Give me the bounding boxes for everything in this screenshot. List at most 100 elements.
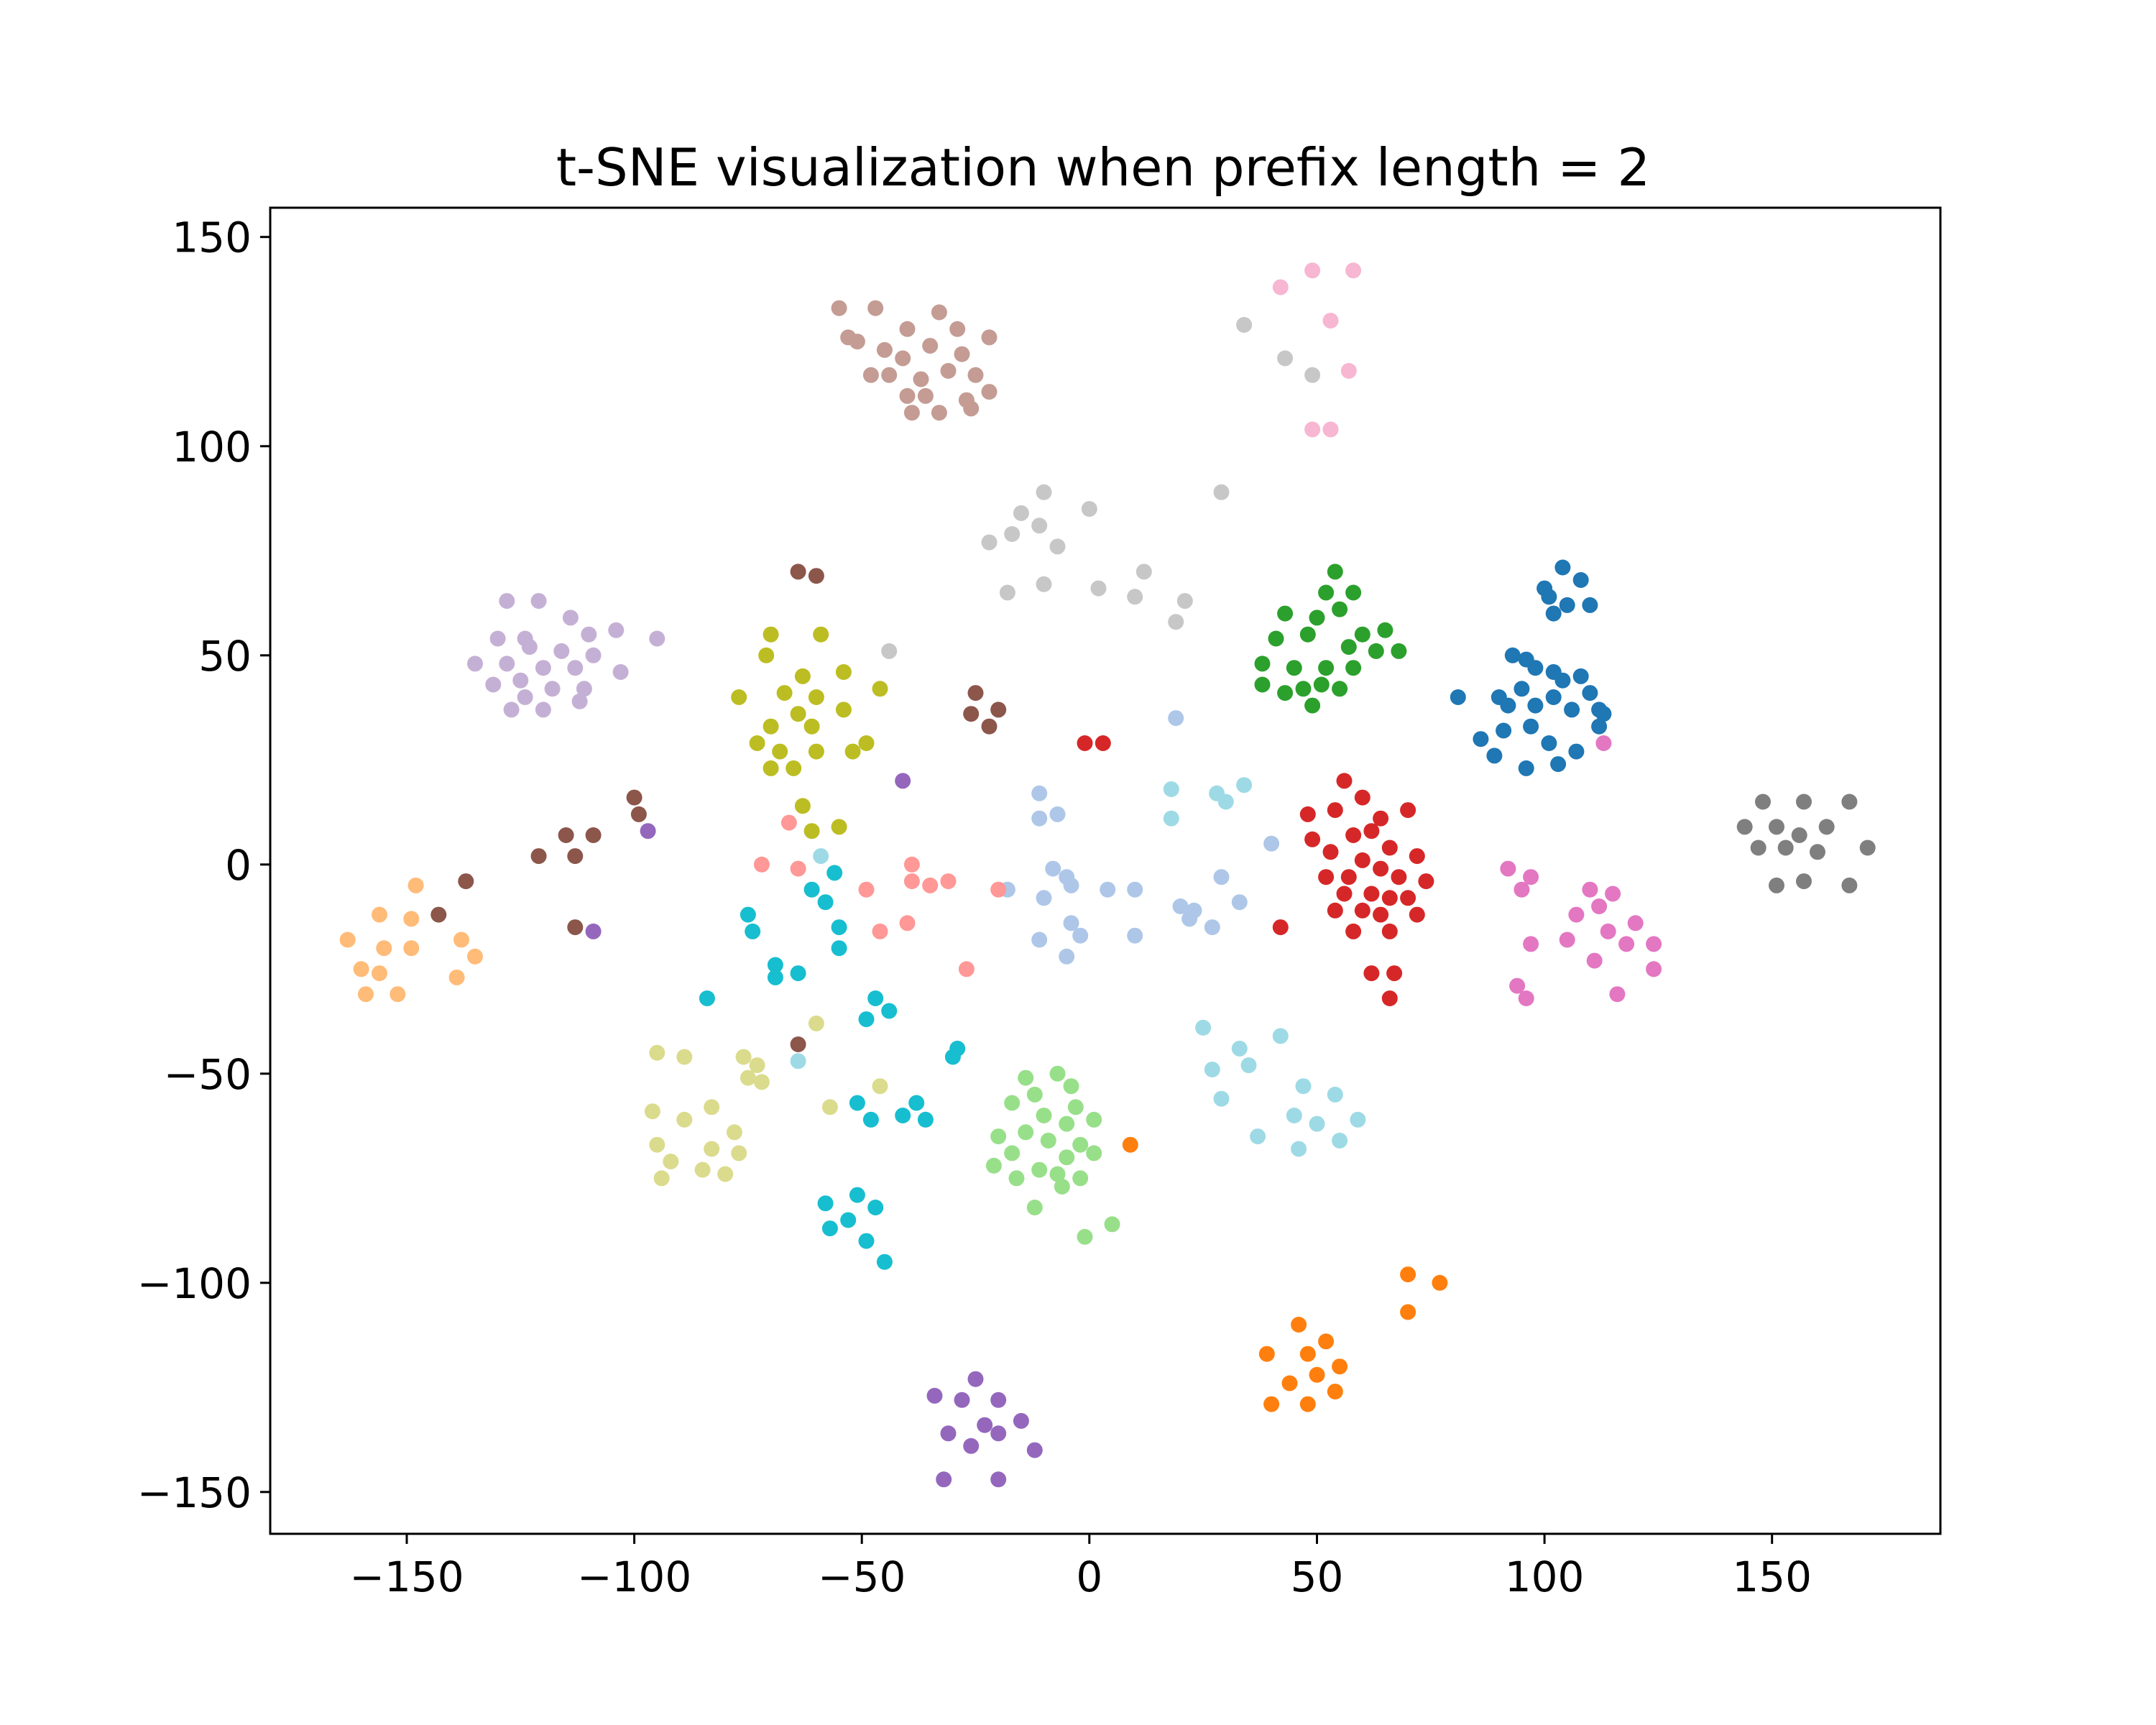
scatter-point	[1646, 936, 1662, 952]
scatter-point	[740, 906, 756, 923]
scatter-point	[1332, 601, 1348, 617]
scatter-point	[817, 1195, 834, 1212]
scatter-point	[726, 1124, 742, 1141]
scatter-point	[786, 760, 802, 776]
scatter-point	[1304, 262, 1321, 279]
scatter-point	[1049, 1166, 1066, 1182]
scatter-point	[790, 706, 806, 722]
scatter-point	[1026, 1086, 1043, 1103]
scatter-point	[1127, 589, 1143, 605]
scatter-point	[1859, 840, 1876, 856]
scatter-point	[753, 856, 770, 873]
scatter-point	[731, 1145, 747, 1162]
scatter-point	[1318, 660, 1335, 676]
scatter-point	[585, 647, 602, 663]
scatter-point	[467, 656, 483, 672]
scatter-point	[808, 1015, 824, 1031]
scatter-point	[867, 990, 884, 1006]
scatter-point	[1135, 564, 1152, 580]
scatter-point	[1031, 810, 1048, 827]
scatter-point	[858, 1233, 875, 1249]
scatter-point	[990, 702, 1007, 718]
scatter-point	[649, 1044, 665, 1061]
scatter-point	[1582, 597, 1598, 613]
scatter-point	[562, 610, 579, 626]
y-tick-label: 100	[172, 423, 252, 472]
scatter-point	[1332, 1132, 1348, 1149]
scatter-point	[817, 894, 834, 911]
scatter-point	[1523, 869, 1539, 886]
scatter-point	[1368, 643, 1384, 659]
scatter-point	[571, 693, 588, 709]
scatter-point	[1327, 802, 1343, 819]
scatter-point	[1322, 844, 1339, 860]
scatter-point	[1750, 840, 1766, 856]
scatter-point	[1040, 1132, 1056, 1149]
scatter-point	[1304, 421, 1321, 438]
scatter-point	[895, 773, 911, 789]
scatter-point	[981, 384, 998, 400]
scatter-point	[862, 367, 879, 383]
scatter-point	[1309, 1116, 1325, 1132]
y-tick-label: −50	[164, 1050, 252, 1099]
scatter-point	[1277, 685, 1294, 702]
scatter-point	[553, 643, 570, 659]
scatter-point	[1345, 923, 1362, 939]
scatter-point	[1545, 689, 1562, 705]
scatter-point	[1049, 1065, 1066, 1082]
x-tick-label: 50	[1291, 1552, 1344, 1601]
scatter-point	[1304, 831, 1321, 847]
scatter-point	[1504, 647, 1521, 663]
scatter-point	[567, 660, 584, 676]
scatter-point	[936, 1471, 952, 1488]
axes-frame	[269, 206, 1942, 1535]
scatter-point	[835, 664, 852, 680]
scatter-point	[1363, 886, 1380, 902]
scatter-point	[1646, 961, 1662, 978]
scatter-point	[1386, 965, 1403, 982]
scatter-point	[1013, 1412, 1029, 1429]
scatter-point	[1381, 890, 1398, 906]
scatter-point	[1618, 936, 1635, 952]
x-tick-label: −150	[349, 1552, 464, 1601]
scatter-point	[1796, 794, 1812, 810]
scatter-point	[1286, 660, 1302, 676]
scatter-point	[1077, 735, 1093, 751]
scatter-point	[1810, 844, 1825, 860]
scatter-point	[772, 743, 788, 760]
scatter-point	[1318, 1333, 1335, 1350]
scatter-point	[872, 923, 888, 939]
scatter-point	[467, 948, 483, 965]
scatter-point	[780, 814, 797, 831]
scatter-point	[1554, 559, 1571, 576]
scatter-point	[895, 350, 911, 367]
scatter-point	[1081, 501, 1097, 518]
scatter-point	[1195, 1019, 1212, 1036]
scatter-point	[862, 1111, 879, 1128]
scatter-point	[1299, 626, 1316, 643]
scatter-point	[931, 304, 947, 321]
scatter-point	[790, 965, 806, 982]
scatter-point	[1400, 1266, 1416, 1283]
scatter-point	[967, 1371, 984, 1387]
scatter-point	[1336, 773, 1353, 789]
scatter-point	[1067, 1099, 1084, 1116]
scatter-point	[1059, 1149, 1075, 1166]
scatter-point	[1769, 819, 1784, 835]
scatter-point	[763, 760, 779, 776]
scatter-point	[1100, 881, 1116, 898]
scatter-point	[963, 1438, 980, 1454]
scatter-point	[1363, 823, 1380, 840]
scatter-point	[1736, 819, 1753, 835]
scatter-point	[1213, 484, 1230, 500]
scatter-point	[903, 405, 920, 421]
scatter-point	[1500, 697, 1516, 714]
scatter-point	[1373, 810, 1389, 827]
scatter-point	[1272, 919, 1289, 936]
scatter-point	[1350, 1111, 1366, 1128]
scatter-point	[1013, 505, 1029, 521]
scatter-point	[1568, 743, 1585, 760]
scatter-point	[376, 940, 392, 957]
scatter-point	[1518, 990, 1534, 1006]
